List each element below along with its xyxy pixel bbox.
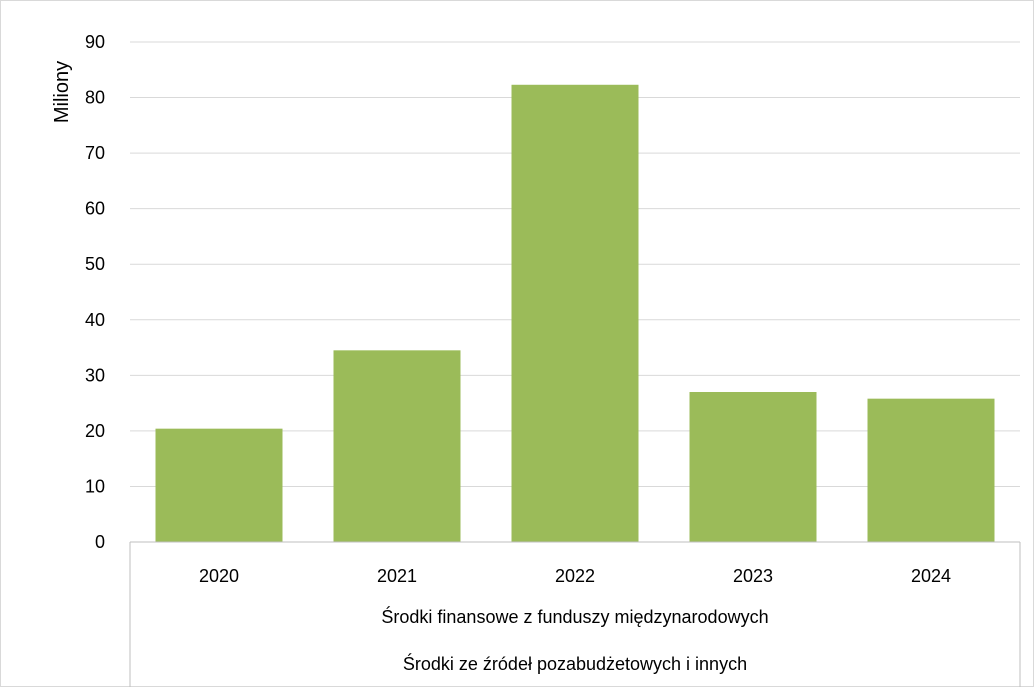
bar-2021 bbox=[333, 350, 461, 542]
y-tick-label: 20 bbox=[85, 421, 105, 441]
y-axis-ticks: 0 10 20 30 40 50 60 70 80 90 bbox=[85, 32, 105, 552]
category-axis: 2020 2021 2022 2023 2024 bbox=[129, 541, 1021, 687]
y-tick-label: 80 bbox=[85, 88, 105, 108]
y-tick-label: 30 bbox=[85, 365, 105, 385]
y-tick-label: 0 bbox=[95, 532, 105, 552]
y-tick-label: 90 bbox=[85, 32, 105, 52]
bar-2022 bbox=[511, 84, 639, 543]
y-tick-label: 50 bbox=[85, 254, 105, 274]
bars bbox=[155, 84, 995, 543]
x-group-label-1: Środki finansowe z funduszy międzynarodo… bbox=[381, 606, 768, 627]
y-tick-label: 40 bbox=[85, 310, 105, 330]
bar-2024 bbox=[867, 398, 995, 542]
x-tick-label: 2022 bbox=[555, 566, 595, 586]
y-tick-label: 60 bbox=[85, 199, 105, 219]
x-group-label-2: Środki ze źródeł pozabudżetowych i innyc… bbox=[403, 653, 747, 674]
bar-2020 bbox=[155, 428, 283, 542]
x-tick-label: 2021 bbox=[377, 566, 417, 586]
y-tick-label: 10 bbox=[85, 476, 105, 496]
x-tick-label: 2020 bbox=[199, 566, 239, 586]
y-tick-label: 70 bbox=[85, 143, 105, 163]
x-tick-label: 2023 bbox=[733, 566, 773, 586]
y-axis-title: Miliony bbox=[51, 61, 73, 123]
x-tick-label: 2024 bbox=[911, 566, 951, 586]
bar-2023 bbox=[689, 392, 817, 542]
